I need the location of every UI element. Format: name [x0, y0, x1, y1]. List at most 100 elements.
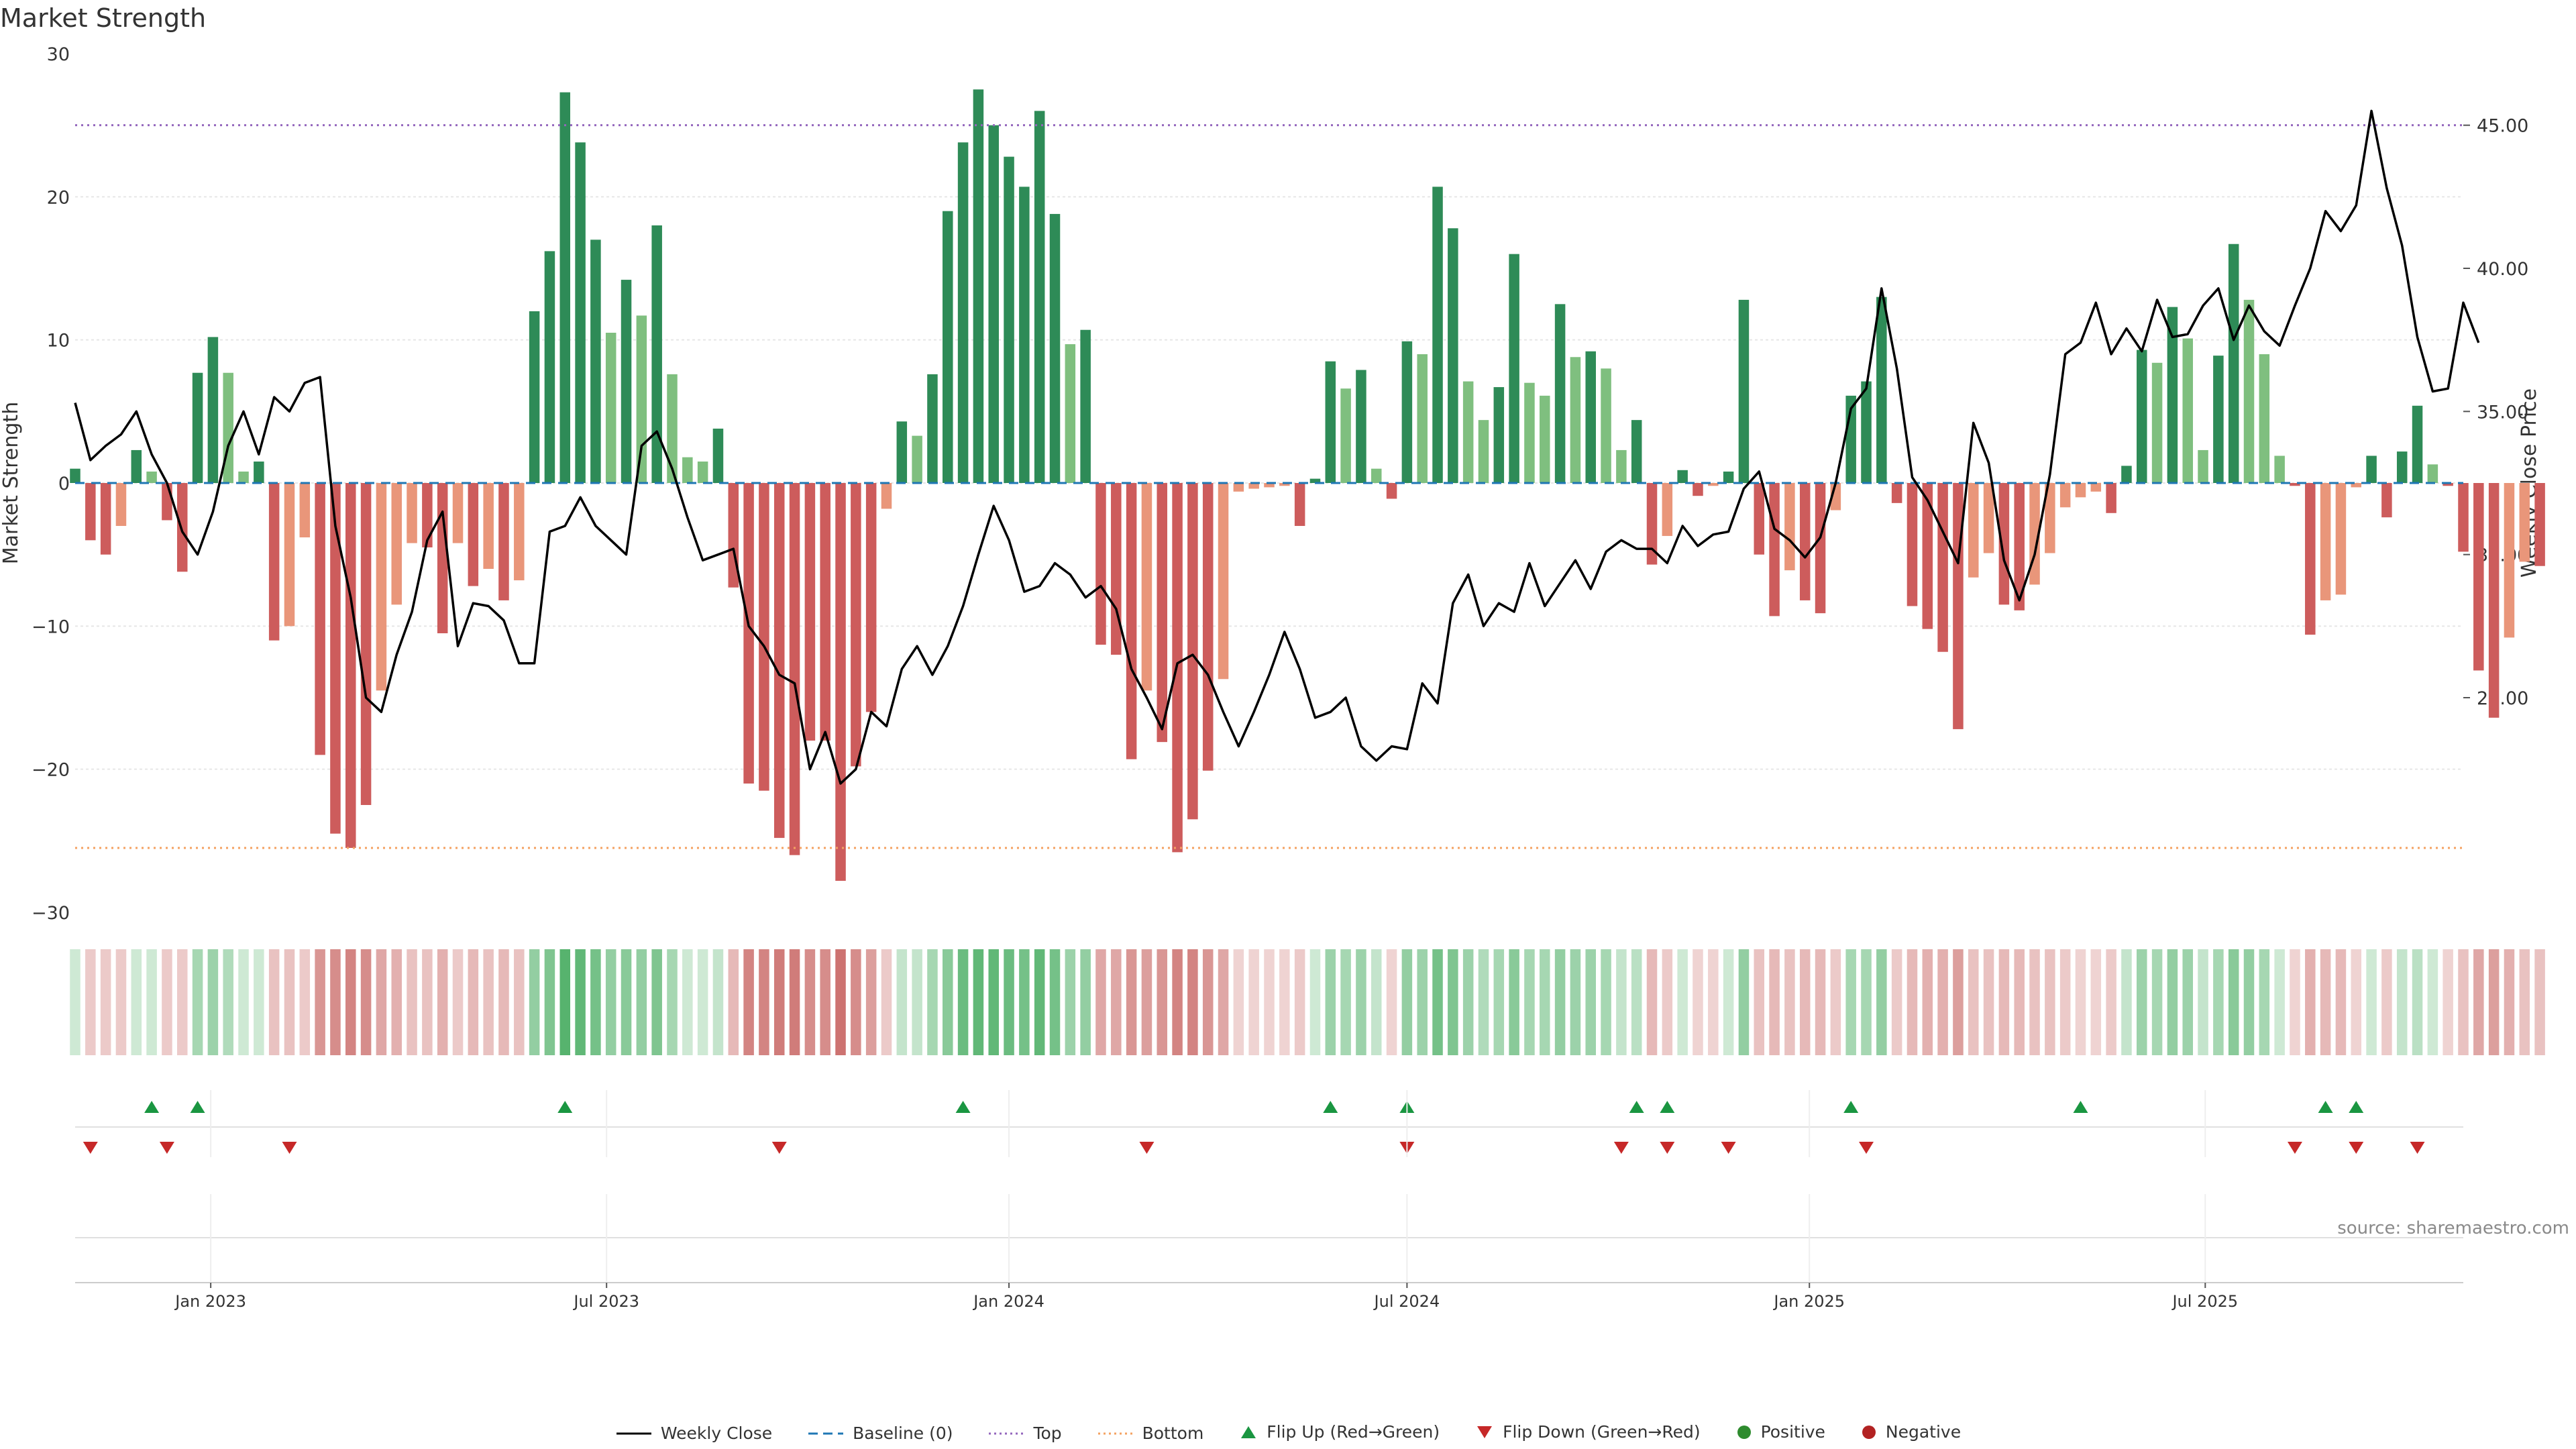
heat-cell	[697, 949, 708, 1055]
heat-cell	[912, 949, 922, 1055]
heat-cell	[376, 949, 387, 1055]
strength-bar	[2243, 299, 2255, 483]
heat-cell	[529, 949, 540, 1055]
x-tick-label: Jul 2025	[2171, 1292, 2238, 1311]
flip-up-marker	[2349, 1101, 2364, 1113]
strength-bar	[1019, 186, 1030, 483]
strength-bar	[498, 483, 509, 600]
heat-cell	[2213, 949, 2224, 1055]
line-swatch-icon	[616, 1432, 651, 1434]
flip-up-marker	[2073, 1101, 2088, 1113]
dashed-line-swatch-icon	[808, 1432, 844, 1434]
strength-bar	[743, 483, 754, 784]
heat-cell	[345, 949, 356, 1055]
heat-cell	[2090, 949, 2102, 1055]
strength-bar	[559, 92, 571, 484]
heat-cell	[1462, 949, 1474, 1055]
strength-bar	[176, 483, 188, 572]
heat-cell	[1019, 949, 1030, 1055]
strength-bar	[2504, 483, 2515, 638]
heat-cell	[621, 949, 632, 1055]
heat-cell	[1034, 949, 1045, 1055]
heat-cell	[452, 949, 464, 1055]
strength-bar	[1693, 483, 1703, 496]
strength-bar	[1509, 254, 1519, 483]
strength-bar	[391, 483, 402, 605]
heat-cell	[804, 949, 816, 1055]
strength-bar	[2351, 483, 2362, 488]
heat-cell	[192, 949, 203, 1055]
heat-cell	[254, 949, 264, 1055]
heat-cell	[1172, 949, 1183, 1055]
legend-item-bottom: Bottom	[1097, 1424, 1203, 1443]
heat-cell	[2259, 949, 2270, 1055]
heat-cell	[759, 949, 769, 1055]
strength-bar	[2045, 483, 2055, 553]
strength-bar	[2305, 483, 2316, 635]
x-tick-label: Jul 2023	[572, 1292, 639, 1311]
strength-bar	[773, 483, 785, 839]
heat-cell	[820, 949, 830, 1055]
heat-cell	[268, 949, 280, 1055]
heat-cell	[1937, 949, 1948, 1055]
heat-cell	[1799, 949, 1811, 1055]
heat-cell	[2045, 949, 2055, 1055]
strength-bar	[1922, 483, 1933, 629]
strength-bar	[1723, 471, 1734, 483]
weekly-close-series	[74, 109, 2480, 785]
chart-title: Market Strength	[0, 3, 206, 33]
legend-item-weekly-close: Weekly Close	[615, 1424, 772, 1443]
dotted-line-swatch-icon	[1097, 1432, 1133, 1434]
strength-bar	[299, 483, 311, 538]
heat-cell	[2458, 949, 2469, 1055]
strength-bar	[1157, 483, 1168, 743]
heat-cell	[1340, 949, 1351, 1055]
heat-cell	[636, 949, 647, 1055]
flip-down-marker	[771, 1142, 787, 1154]
strength-bar	[1478, 420, 1489, 483]
heat-cell	[575, 949, 586, 1055]
heat-cell	[2335, 949, 2347, 1055]
heat-cell	[2029, 949, 2040, 1055]
strength-bar	[2427, 464, 2438, 483]
y-tick-label: 10	[47, 331, 70, 352]
heat-cell	[1493, 949, 1505, 1055]
heat-cell	[1432, 949, 1443, 1055]
y-axis-label: Market Strength	[0, 402, 23, 564]
heat-cell	[1769, 949, 1780, 1055]
flip-up-marker	[144, 1101, 160, 1113]
strength-bar	[1325, 361, 1336, 483]
strength-bar	[1876, 297, 1887, 483]
strength-bar	[2167, 307, 2178, 483]
heat-cell	[1738, 949, 1750, 1055]
heat-cell	[1845, 949, 1856, 1055]
strength-bar	[2366, 455, 2377, 483]
legend-item-flip-up: Flip Up (Red→Green)	[1238, 1422, 1440, 1442]
heat-cell	[2534, 949, 2545, 1055]
strength-bar	[2335, 483, 2347, 595]
heat-cell	[988, 949, 999, 1055]
strength-bar	[2488, 483, 2500, 718]
source-note: source: sharemaestro.com	[2337, 1218, 2569, 1238]
heat-cell	[1983, 949, 1994, 1055]
strength-bar	[1524, 382, 1535, 483]
strength-bar	[1309, 478, 1321, 483]
heat-cell	[1601, 949, 1611, 1055]
strength-bar	[1983, 483, 1994, 553]
flip-down-marker	[83, 1142, 98, 1154]
heat-cell	[468, 949, 479, 1055]
heat-cell	[1004, 949, 1014, 1055]
y-tick-label: −10	[32, 616, 70, 637]
strength-bar	[759, 483, 769, 791]
strength-bar	[2320, 483, 2331, 600]
heat-cell	[1815, 949, 1826, 1055]
legend-label: Baseline (0)	[853, 1424, 953, 1443]
strength-bar	[1248, 483, 1259, 489]
heat-cell	[2182, 949, 2193, 1055]
flip-down-marker	[2410, 1142, 2425, 1154]
heat-cell	[1540, 949, 1550, 1055]
heat-cell	[605, 949, 616, 1055]
heat-cell	[682, 949, 693, 1055]
flip-down-marker	[1721, 1142, 1736, 1154]
x-axis: Jan 2023 Jul 2023 Jan 2024 Jul 2024 Jan 2025…	[75, 1090, 2463, 1311]
